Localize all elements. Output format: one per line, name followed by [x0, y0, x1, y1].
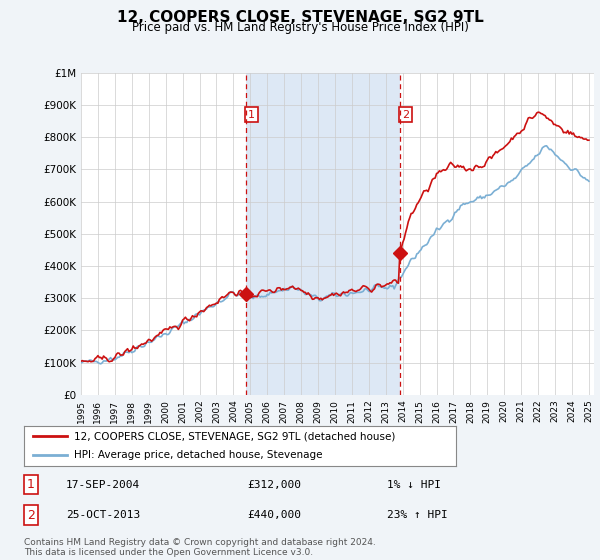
Text: 12, COOPERS CLOSE, STEVENAGE, SG2 9TL: 12, COOPERS CLOSE, STEVENAGE, SG2 9TL	[116, 10, 484, 25]
Text: 25-OCT-2013: 25-OCT-2013	[66, 510, 140, 520]
Text: 2: 2	[402, 110, 409, 120]
Text: £440,000: £440,000	[247, 510, 301, 520]
Text: Price paid vs. HM Land Registry's House Price Index (HPI): Price paid vs. HM Land Registry's House …	[131, 21, 469, 34]
Text: 12, COOPERS CLOSE, STEVENAGE, SG2 9TL (detached house): 12, COOPERS CLOSE, STEVENAGE, SG2 9TL (d…	[74, 432, 395, 441]
Text: £312,000: £312,000	[247, 479, 301, 489]
Bar	[245, 73, 400, 395]
Text: Contains HM Land Registry data © Crown copyright and database right 2024.
This d: Contains HM Land Registry data © Crown c…	[24, 538, 376, 557]
Text: 1: 1	[248, 110, 255, 120]
Text: 23% ↑ HPI: 23% ↑ HPI	[387, 510, 448, 520]
Text: 1: 1	[27, 478, 35, 491]
Text: HPI: Average price, detached house, Stevenage: HPI: Average price, detached house, Stev…	[74, 450, 322, 460]
Text: 17-SEP-2004: 17-SEP-2004	[66, 479, 140, 489]
Text: 1% ↓ HPI: 1% ↓ HPI	[387, 479, 440, 489]
Text: 2: 2	[27, 508, 35, 521]
